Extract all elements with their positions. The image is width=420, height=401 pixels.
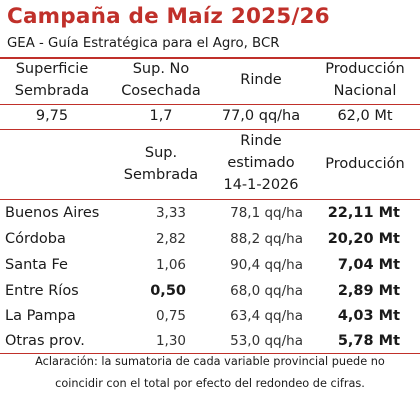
divider-top [0, 57, 420, 59]
province-sup: 1,30 [155, 333, 186, 349]
header-superficie: Superficie Sembrada [14, 61, 90, 99]
table-row: Córdoba 2,82 88,2 qq/ha 20,20 Mt [0, 228, 420, 250]
province-sup: 2,82 [155, 231, 186, 247]
header-rinde-estimado: Rinde estimado 14-1-2026 [223, 133, 299, 193]
province-prod: 2,89 Mt [337, 283, 400, 299]
header-rinde: Rinde [240, 72, 282, 88]
table-row: Otras prov. 1,30 53,0 qq/ha 5,78 Mt [0, 330, 420, 352]
province-prod: 4,03 Mt [337, 308, 400, 324]
value-rinde: 77,0 qq/ha [221, 108, 301, 124]
province-name: Córdoba [5, 231, 66, 247]
province-name: La Pampa [5, 308, 76, 324]
province-rinde: 90,4 qq/ha [230, 257, 303, 273]
divider-national-bottom [0, 129, 420, 130]
value-superficie: 9,75 [35, 108, 69, 124]
value-produccion: 62,0 Mt [337, 108, 393, 124]
province-sup: 0,75 [155, 308, 186, 324]
table-row: La Pampa 0,75 63,4 qq/ha 4,03 Mt [0, 305, 420, 327]
table-row: Entre Ríos 0,50 68,0 qq/ha 2,89 Mt [0, 280, 420, 302]
province-name: Otras prov. [5, 333, 85, 349]
province-prod: 20,20 Mt [327, 231, 400, 247]
header-produccion-nacional: Producción Nacional [325, 61, 405, 99]
divider-table-bottom [0, 353, 420, 354]
header-sup-sembrada: Sup. Sembrada [123, 145, 199, 183]
header-produccion: Producción [325, 156, 405, 172]
table-row: Santa Fe 1,06 90,4 qq/ha 7,04 Mt [0, 254, 420, 276]
value-sup-no-cosechada: 1,7 [149, 108, 173, 124]
province-name: Buenos Aires [5, 205, 100, 221]
province-rinde: 53,0 qq/ha [230, 333, 303, 349]
table-row: Buenos Aires 3,33 78,1 qq/ha 22,11 Mt [0, 202, 420, 224]
province-rinde: 63,4 qq/ha [230, 308, 303, 324]
footnote: Aclaración: la sumatoria de cada variabl… [35, 355, 385, 390]
province-name: Santa Fe [5, 257, 68, 273]
header-sup-no-cosechada: Sup. No Cosechada [121, 61, 201, 99]
divider-national-header [0, 104, 420, 105]
province-prod: 7,04 Mt [337, 257, 400, 273]
province-prod: 5,78 Mt [337, 333, 400, 349]
province-sup: 3,33 [155, 205, 186, 221]
province-rinde: 68,0 qq/ha [230, 283, 303, 299]
province-sup: 0,50 [150, 283, 186, 299]
page-subtitle: GEA - Guía Estratégica para el Agro, BCR [7, 36, 280, 51]
province-prod: 22,11 Mt [327, 205, 400, 221]
page-title: Campaña de Maíz 2025/26 [7, 4, 330, 29]
province-rinde: 88,2 qq/ha [230, 231, 303, 247]
divider-provincial-header [0, 199, 420, 200]
province-rinde: 78,1 qq/ha [230, 205, 303, 221]
province-name: Entre Ríos [5, 283, 79, 299]
province-sup: 1,06 [155, 257, 186, 273]
